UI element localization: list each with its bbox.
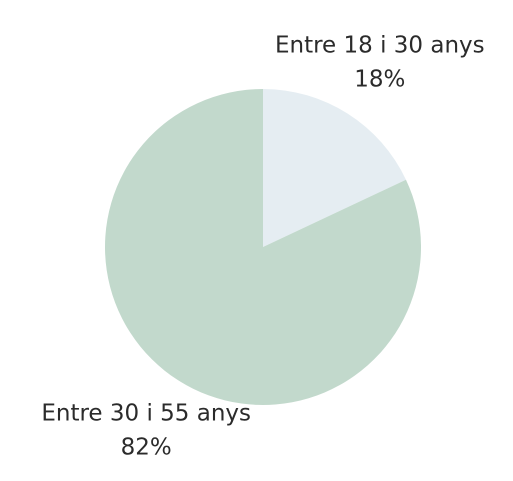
pie-slice bbox=[263, 89, 406, 247]
slice-label: Entre 18 i 30 anys bbox=[275, 32, 485, 58]
slice-label: Entre 30 i 55 anys bbox=[41, 401, 251, 427]
pie-slice bbox=[105, 89, 421, 405]
slice-value-label: 18% bbox=[354, 66, 405, 92]
slice-value-label: 82% bbox=[121, 435, 172, 461]
